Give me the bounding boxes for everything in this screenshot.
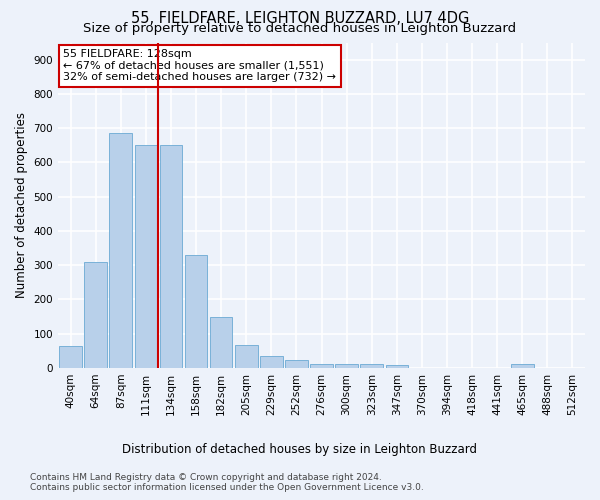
Y-axis label: Number of detached properties: Number of detached properties (15, 112, 28, 298)
Bar (285, 360, 308, 368)
Bar (361, 364, 383, 368)
Bar (210, 316, 232, 368)
Bar (85, 262, 107, 368)
Bar (310, 364, 333, 368)
Bar (59, 346, 82, 368)
Bar (235, 344, 257, 368)
Text: 55 FIELDFARE: 128sqm
← 67% of detached houses are smaller (1,551)
32% of semi-de: 55 FIELDFARE: 128sqm ← 67% of detached h… (64, 49, 337, 82)
Text: Contains public sector information licensed under the Open Government Licence v3: Contains public sector information licen… (30, 484, 424, 492)
Bar (185, 255, 208, 368)
Bar (109, 133, 132, 368)
Text: Distribution of detached houses by size in Leighton Buzzard: Distribution of detached houses by size … (122, 442, 478, 456)
Text: Contains HM Land Registry data © Crown copyright and database right 2024.: Contains HM Land Registry data © Crown c… (30, 472, 382, 482)
Bar (335, 364, 358, 368)
Bar (134, 145, 157, 368)
Bar (511, 364, 533, 368)
Bar (386, 364, 408, 368)
Text: Size of property relative to detached houses in Leighton Buzzard: Size of property relative to detached ho… (83, 22, 517, 35)
Bar (260, 356, 283, 368)
Bar (160, 144, 182, 368)
Text: 55, FIELDFARE, LEIGHTON BUZZARD, LU7 4DG: 55, FIELDFARE, LEIGHTON BUZZARD, LU7 4DG (131, 11, 469, 26)
